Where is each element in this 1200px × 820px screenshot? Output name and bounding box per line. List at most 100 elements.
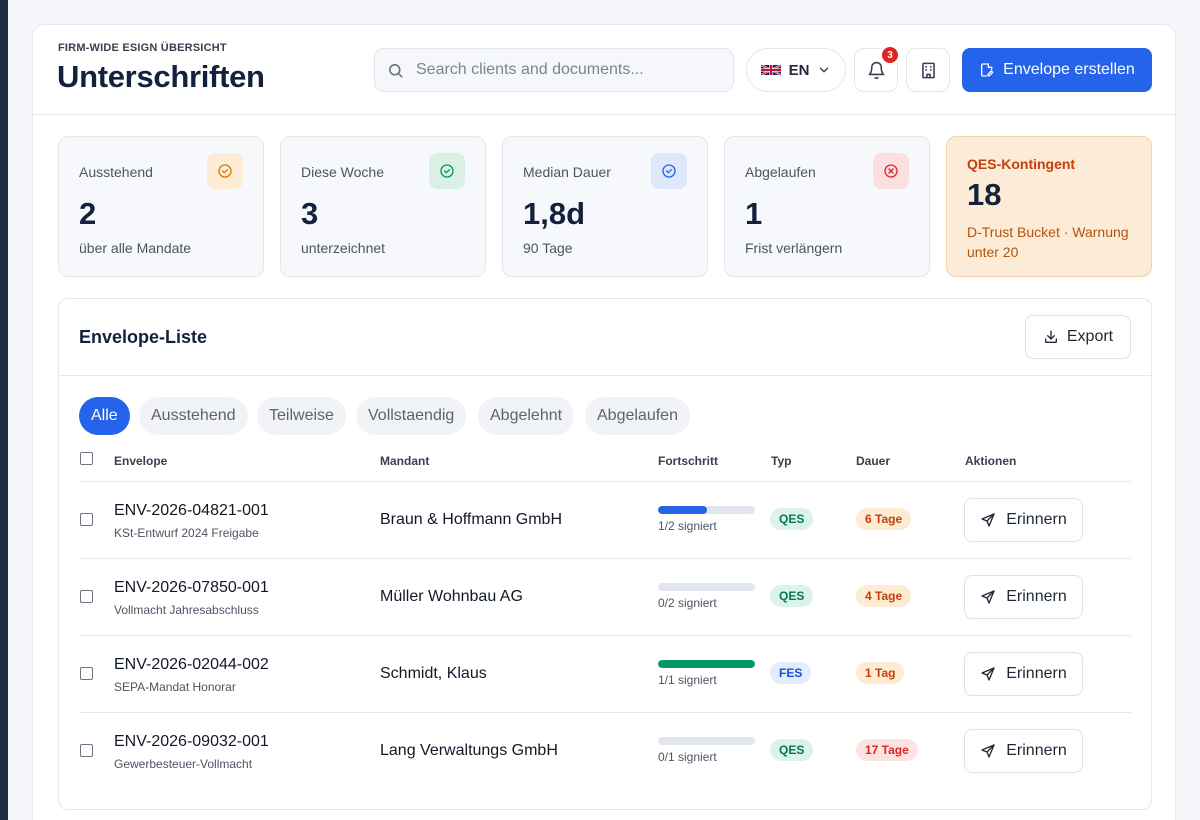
stat-card-median-duration: Median Dauer 1,8d 90 Tage xyxy=(502,136,708,277)
create-envelope-button[interactable]: Envelope erstellen xyxy=(962,48,1152,92)
select-all-checkbox[interactable] xyxy=(80,452,93,465)
progress-bar xyxy=(658,583,755,591)
export-label: Export xyxy=(1066,328,1114,345)
type-badge: QES xyxy=(770,585,814,607)
envelope-id: ENV-2026-04821-001 xyxy=(114,502,269,519)
bell-icon xyxy=(868,61,884,79)
stat-value: 3 xyxy=(301,196,319,231)
stat-label: Median Dauer xyxy=(523,164,611,180)
duration-badge: 6 Tage xyxy=(856,508,912,530)
filter-chip-all[interactable]: Alle xyxy=(79,397,130,435)
stat-value: 1 xyxy=(745,196,763,231)
filter-chip-pending[interactable]: Ausstehend xyxy=(139,397,248,435)
filter-chip-partial[interactable]: Teilweise xyxy=(257,397,346,435)
progress-bar xyxy=(658,660,755,668)
duration-badge: 17 Tage xyxy=(856,739,918,761)
stat-value: 1,8d xyxy=(523,196,586,231)
page-eyebrow: FIRM-WIDE ESIGN ÜBERSICHT xyxy=(58,42,227,54)
remind-button[interactable]: Erinnern xyxy=(964,652,1083,696)
envelope-id: ENV-2026-07850-001 xyxy=(114,579,269,596)
remind-label: Erinnern xyxy=(1006,742,1067,759)
progress-text: 1/1 signiert xyxy=(658,673,717,687)
envelope-document: Gewerbesteuer-Vollmacht xyxy=(114,757,253,771)
table-row[interactable]: ENV-2026-07850-001 Vollmacht Jahresabsch… xyxy=(79,559,1131,636)
send-icon xyxy=(981,667,995,681)
client-name: Schmidt, Klaus xyxy=(380,665,487,682)
client-name: Müller Wohnbau AG xyxy=(380,588,523,605)
stat-subtext: Frist verlängern xyxy=(745,240,843,256)
table-row[interactable]: ENV-2026-09032-001 Gewerbesteuer-Vollmac… xyxy=(79,713,1131,790)
search-box[interactable] xyxy=(374,48,734,92)
progress-fill xyxy=(658,506,707,514)
download-icon xyxy=(1044,330,1057,343)
page-title: Unterschriften xyxy=(57,59,265,94)
filter-chip-declined[interactable]: Abgelehnt xyxy=(478,397,575,435)
client-name: Braun & Hoffmann GmbH xyxy=(380,511,563,528)
row-checkbox[interactable] xyxy=(80,744,93,757)
column-header-duration: Dauer xyxy=(856,454,891,468)
clock-check-icon xyxy=(207,153,243,189)
stat-subtext: unterzeichnet xyxy=(301,240,386,256)
remind-button[interactable]: Erinnern xyxy=(964,498,1083,542)
remind-label: Erinnern xyxy=(1006,511,1067,528)
client-name: Lang Verwaltungs GmbH xyxy=(380,742,558,759)
stat-label: QES-Kontingent xyxy=(967,156,1076,172)
envelope-list: Envelope-Liste Export Alle Ausstehend Te… xyxy=(58,298,1152,810)
stat-label: Ausstehend xyxy=(79,164,153,180)
type-badge: FES xyxy=(770,662,812,684)
building-icon xyxy=(921,62,935,78)
search-input[interactable] xyxy=(416,61,716,79)
file-edit-icon xyxy=(981,63,994,77)
stat-subtext: D-Trust Bucket · Warnung unter 20 xyxy=(967,224,1129,260)
table-row[interactable]: ENV-2026-04821-001 KSt-Entwurf 2024 Frei… xyxy=(79,482,1131,559)
stat-value: 2 xyxy=(79,196,97,231)
language-selector[interactable]: EN xyxy=(746,48,846,92)
envelope-list-title: Envelope-Liste xyxy=(79,327,208,347)
table-row[interactable]: ENV-2026-02044-002 SEPA-Mandat Honorar S… xyxy=(79,636,1131,713)
envelope-id: ENV-2026-02044-002 xyxy=(114,656,269,673)
envelope-document: KSt-Entwurf 2024 Freigabe xyxy=(114,526,259,540)
stat-card-expired: Abgelaufen 1 Frist verlängern xyxy=(724,136,930,277)
signatures-panel: FIRM-WIDE ESIGN ÜBERSICHT Unterschriften… xyxy=(32,24,1176,820)
column-header-type: Typ xyxy=(771,454,792,468)
create-envelope-label: Envelope erstellen xyxy=(1003,61,1135,78)
duration-badge: 1 Tag xyxy=(856,662,905,684)
row-checkbox[interactable] xyxy=(80,667,93,680)
progress-text: 0/2 signiert xyxy=(658,596,717,610)
notification-count-badge: 3 xyxy=(880,45,900,65)
stat-value: 18 xyxy=(967,177,1002,212)
chevron-down-icon xyxy=(820,67,829,73)
progress-text: 1/2 signiert xyxy=(658,519,717,533)
envelope-document: Vollmacht Jahresabschluss xyxy=(114,603,259,617)
duration-badge: 4 Tage xyxy=(856,585,912,607)
type-badge: QES xyxy=(770,739,814,761)
search-icon xyxy=(389,63,403,78)
stat-label: Abgelaufen xyxy=(745,164,816,180)
left-sidebar-edge xyxy=(0,0,8,820)
badge-check-icon xyxy=(651,153,687,189)
column-header-progress: Fortschritt xyxy=(658,454,718,468)
send-icon xyxy=(981,590,995,604)
stat-card-pending: Ausstehend 2 über alle Mandate xyxy=(58,136,264,277)
organization-button[interactable] xyxy=(906,48,950,92)
remind-label: Erinnern xyxy=(1006,588,1067,605)
language-code: EN xyxy=(788,61,810,79)
column-header-actions: Aktionen xyxy=(965,454,1017,468)
remind-label: Erinnern xyxy=(1006,665,1067,682)
column-header-envelope: Envelope xyxy=(114,454,168,468)
progress-bar xyxy=(658,737,755,745)
stat-subtext: 90 Tage xyxy=(523,240,573,256)
envelope-list-header: Envelope-Liste Export xyxy=(59,299,1151,376)
row-checkbox[interactable] xyxy=(80,513,93,526)
export-button[interactable]: Export xyxy=(1025,315,1131,359)
uk-flag-icon xyxy=(760,64,781,76)
column-header-client: Mandant xyxy=(380,454,430,468)
row-checkbox[interactable] xyxy=(80,590,93,603)
stat-card-qes-quota: QES-Kontingent 18 D-Trust Bucket · Warnu… xyxy=(946,136,1152,277)
remind-button[interactable]: Erinnern xyxy=(964,575,1083,619)
filter-chip-complete[interactable]: Vollstaendig xyxy=(356,397,467,435)
stat-label: Diese Woche xyxy=(301,164,385,180)
remind-button[interactable]: Erinnern xyxy=(964,729,1083,773)
filter-chip-expired[interactable]: Abgelaufen xyxy=(585,397,690,435)
envelope-id: ENV-2026-09032-001 xyxy=(114,733,269,750)
